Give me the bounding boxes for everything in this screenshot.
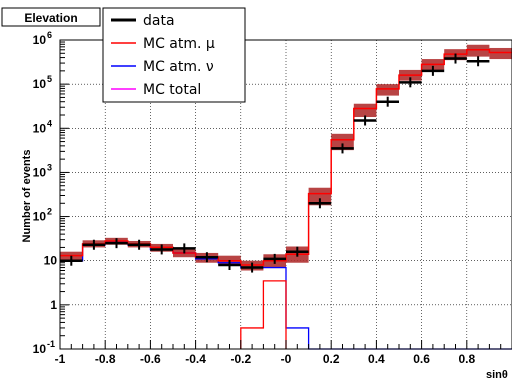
series-mc-atm-mu-low bbox=[240, 280, 287, 349]
data-points bbox=[60, 53, 490, 273]
data-point bbox=[331, 143, 354, 154]
legend-label: MC atm. ν bbox=[143, 59, 214, 75]
chart-title: Elevation bbox=[24, 11, 77, 25]
data-point bbox=[286, 246, 309, 257]
data-point bbox=[444, 53, 467, 64]
band-bin bbox=[376, 84, 399, 96]
data-point bbox=[263, 253, 286, 264]
data-point bbox=[218, 259, 241, 270]
y-tick-label: 10 bbox=[33, 121, 47, 135]
legend-frame bbox=[102, 7, 246, 103]
x-axis-title: sinθ bbox=[486, 369, 508, 381]
data-point bbox=[353, 115, 377, 126]
data-point bbox=[376, 96, 399, 107]
band-bin bbox=[308, 187, 332, 206]
y-tick-label-exponent: -1 bbox=[47, 339, 55, 349]
y-tick-label-exponent: 6 bbox=[47, 30, 52, 40]
y-tick-label-exponent: 4 bbox=[47, 118, 52, 128]
band-bin bbox=[331, 133, 354, 151]
y-tick-label: 10 bbox=[33, 342, 47, 356]
legend-label: data bbox=[143, 13, 175, 29]
y-axis-title: Number of events bbox=[21, 150, 33, 243]
data-point bbox=[308, 198, 332, 209]
x-tick-label: -0.8 bbox=[95, 352, 116, 366]
x-tick-label: 0.6 bbox=[413, 352, 430, 366]
data-point bbox=[150, 244, 173, 255]
y-tick-label: 1 bbox=[50, 298, 57, 312]
legend-label: MC total bbox=[143, 82, 201, 98]
data-point bbox=[399, 77, 422, 88]
data-point bbox=[105, 238, 128, 249]
title-box-frame bbox=[1, 7, 101, 27]
y-tick-label: 10 bbox=[33, 33, 47, 47]
data-point bbox=[466, 56, 490, 67]
data-point bbox=[240, 262, 264, 273]
y-tick-label: 10 bbox=[33, 165, 47, 179]
band-bin bbox=[353, 103, 377, 118]
data-point bbox=[421, 65, 445, 76]
data-point bbox=[195, 252, 219, 263]
y-tick-label-exponent: 5 bbox=[47, 74, 52, 84]
x-tick-label: 0.8 bbox=[458, 352, 475, 366]
data-point bbox=[82, 239, 106, 250]
title-box: Elevation bbox=[1, 7, 101, 27]
legend: data MC atm. μ MC atm. ν MC total bbox=[102, 7, 246, 103]
y-tick-label: 10 bbox=[33, 210, 47, 224]
data-point bbox=[127, 239, 151, 250]
axes: -1 -0.8 -0.6 -0.4 -0.2 -0 0.2 0.4 0.6 0.810 -11101… bbox=[33, 30, 512, 366]
band-bin bbox=[489, 47, 512, 60]
legend-label: MC atm. μ bbox=[143, 36, 215, 52]
y-tick-label-exponent: 3 bbox=[47, 162, 52, 172]
x-tick-label: -0.6 bbox=[140, 352, 161, 366]
x-tick-label: -0.4 bbox=[185, 352, 206, 366]
x-tick-label: -0 bbox=[281, 352, 292, 366]
x-tick-label: 0.2 bbox=[323, 352, 340, 366]
y-tick-label: 10 bbox=[33, 77, 47, 91]
x-tick-label: 0.4 bbox=[368, 352, 385, 366]
x-tick-label: -0.2 bbox=[230, 352, 251, 366]
y-tick-label-exponent: 2 bbox=[47, 207, 52, 217]
x-tick-label: -1 bbox=[55, 352, 66, 366]
band-bin bbox=[466, 44, 490, 57]
y-tick-label: 10 bbox=[44, 254, 58, 268]
data-point bbox=[173, 243, 196, 254]
